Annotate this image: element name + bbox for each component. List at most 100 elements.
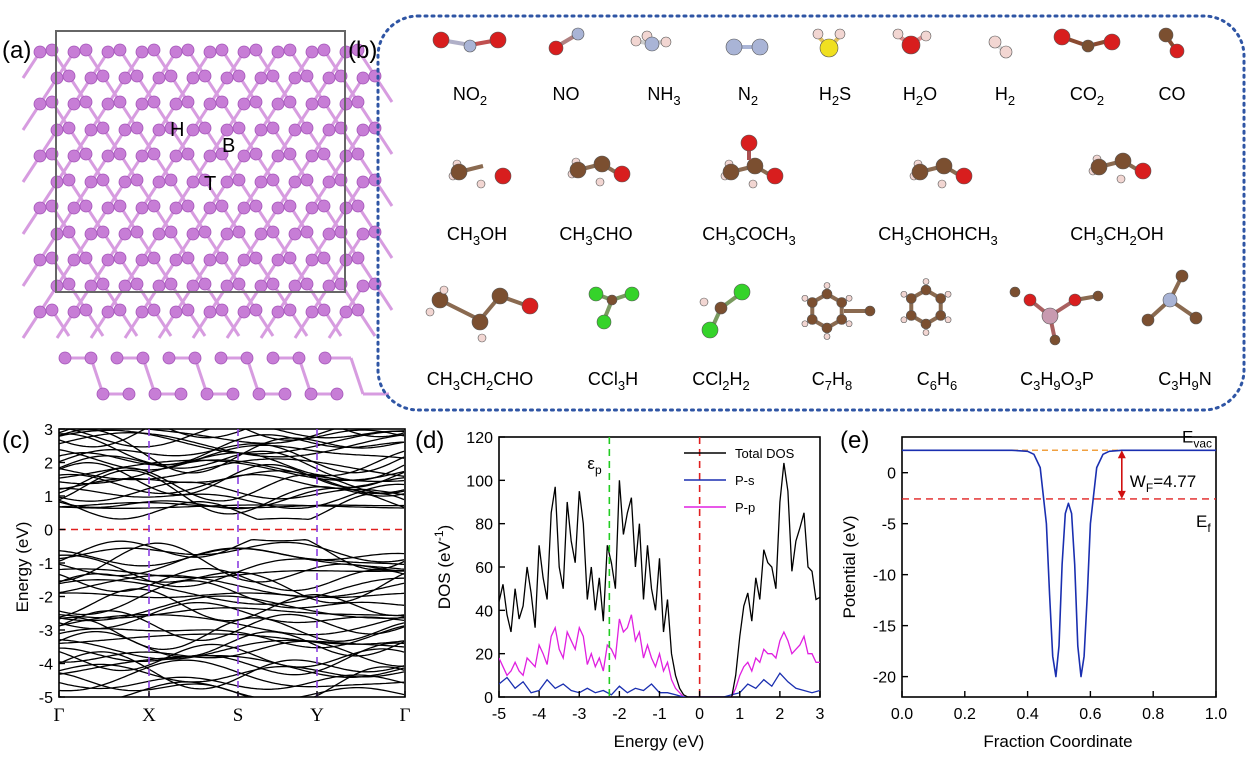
p-atom xyxy=(237,45,251,59)
band-line xyxy=(59,663,405,683)
p-atom xyxy=(215,251,229,265)
atom-C xyxy=(1158,27,1174,43)
potential-xtick-label: 0.4 xyxy=(1016,706,1038,723)
atom-H xyxy=(988,35,1002,49)
p-atom xyxy=(169,305,183,319)
p-atom xyxy=(220,279,234,293)
p-atom xyxy=(67,253,81,267)
p-atom xyxy=(33,201,47,215)
p-atom xyxy=(169,253,183,267)
band-line xyxy=(59,501,404,509)
p-atom xyxy=(356,227,370,241)
p-atom xyxy=(62,277,76,291)
band-line xyxy=(59,651,405,690)
p-atom xyxy=(79,95,93,109)
bands-ytick-label: -1 xyxy=(39,556,53,573)
p-atom xyxy=(164,173,178,187)
atom-Cl xyxy=(624,286,640,302)
p-atom xyxy=(169,201,183,215)
p-atom xyxy=(271,45,285,59)
p-atom xyxy=(101,97,115,111)
atom-Cl xyxy=(588,286,604,302)
bands-ytick-label: -4 xyxy=(39,657,53,674)
p-atom xyxy=(67,45,81,59)
p-atom xyxy=(152,71,166,85)
p-atom xyxy=(113,251,127,265)
atom-O xyxy=(1134,162,1152,180)
p-atom xyxy=(215,199,229,213)
p-atom xyxy=(164,277,178,291)
p-atom xyxy=(130,69,144,83)
atom-C xyxy=(1092,290,1104,302)
panel-label-a: (a) xyxy=(2,37,31,64)
p-atom xyxy=(237,201,251,215)
p-atom xyxy=(300,225,314,239)
atom-O xyxy=(1068,293,1082,307)
atom-C xyxy=(1049,334,1061,346)
p-atom xyxy=(215,303,229,317)
dos-series-p-p xyxy=(499,614,820,697)
evac-label: Evac xyxy=(1182,427,1212,450)
p-atom xyxy=(79,43,93,57)
atom-O xyxy=(521,297,539,315)
dos-xtick-label: -4 xyxy=(532,706,546,723)
atom-H xyxy=(845,294,853,302)
p-atom xyxy=(271,149,285,163)
potential-xtick-label: 1.0 xyxy=(1205,706,1227,723)
p-atom xyxy=(135,305,149,319)
dos-legend-label: Total DOS xyxy=(735,446,795,461)
atom-C xyxy=(1114,152,1132,170)
p-atom-side xyxy=(318,351,332,365)
p-atom-side xyxy=(174,387,188,401)
p-atom xyxy=(288,175,302,189)
band-line xyxy=(59,616,405,651)
p-atom xyxy=(130,225,144,239)
atom-N xyxy=(644,36,660,52)
potential-frame xyxy=(901,436,1217,698)
band-line xyxy=(59,642,405,676)
p-atom xyxy=(62,69,76,83)
p-atom xyxy=(101,45,115,59)
atom-C xyxy=(905,293,917,304)
atom-C xyxy=(821,288,833,300)
p-atom xyxy=(254,279,268,293)
dos-xtick-label: 2 xyxy=(775,706,784,723)
atom-H xyxy=(1116,174,1126,184)
atom-H xyxy=(476,179,486,189)
atom-C xyxy=(911,163,929,181)
atom-C xyxy=(1141,313,1155,327)
atom-O xyxy=(489,31,507,49)
band-line xyxy=(59,429,405,448)
p-atom xyxy=(33,45,47,59)
p-atom xyxy=(96,277,110,291)
p-atom xyxy=(266,69,280,83)
dos-xtick-label: -5 xyxy=(492,706,506,723)
p-atom xyxy=(169,45,183,59)
molecule-label-ccl2h2: CCl2​H2​ xyxy=(692,369,749,393)
p-atom-side xyxy=(252,387,266,401)
p-atom xyxy=(317,95,331,109)
p-atom xyxy=(237,305,251,319)
p-atom xyxy=(203,97,217,111)
p-atom xyxy=(288,279,302,293)
ef-label: Ef xyxy=(1196,512,1211,535)
p-atom xyxy=(118,279,132,293)
molecule-label-no2: NO2​ xyxy=(453,84,487,108)
kpoint-label-3: Y xyxy=(310,705,324,726)
atom-O xyxy=(901,35,921,55)
potential-plot: WF=4.77 Evac Ef 0 -5 -10 -15 -20 0.0 0.2 0.4 0.6 0.8… xyxy=(873,427,1227,723)
atom-O xyxy=(1103,33,1121,51)
p-atom xyxy=(249,95,263,109)
panel-label-e: (e) xyxy=(840,427,869,454)
p-atom xyxy=(181,43,195,57)
panel-d-dos: (d) DOS (eV-1) Energy (eV) εp Total DOS P-… xyxy=(415,427,825,751)
band-line xyxy=(59,429,405,455)
p-atom xyxy=(220,227,234,241)
p-atom-side xyxy=(278,387,292,401)
p-atom xyxy=(300,69,314,83)
p-atom xyxy=(118,175,132,189)
p-atom xyxy=(135,253,149,267)
p-atom xyxy=(305,97,319,111)
atom-H xyxy=(660,36,672,48)
p-atom xyxy=(101,305,115,319)
